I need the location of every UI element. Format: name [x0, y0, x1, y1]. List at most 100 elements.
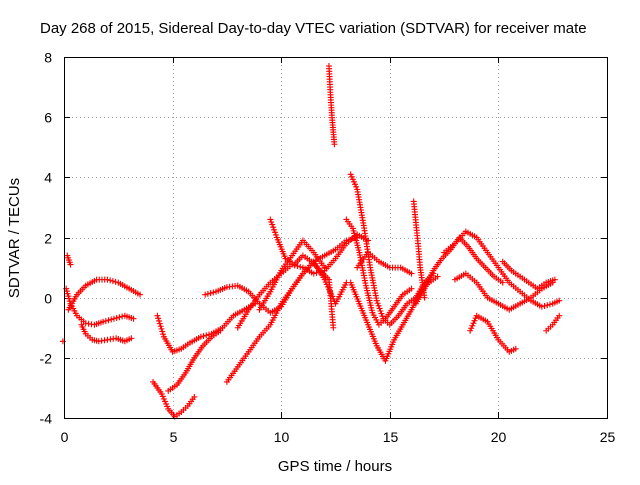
series-f — [154, 300, 259, 355]
data-point — [156, 320, 163, 327]
data-point — [376, 305, 383, 312]
data-point — [271, 226, 278, 233]
data-point — [67, 261, 74, 268]
data-point — [154, 312, 161, 319]
data-point — [512, 345, 519, 352]
data-point — [313, 269, 320, 276]
data-point — [499, 279, 506, 286]
data-point — [271, 229, 278, 236]
series-o — [325, 276, 337, 331]
data-point — [203, 332, 210, 339]
data-point — [321, 264, 328, 271]
data-point — [207, 290, 214, 297]
axis-ticks: 0 5 10 15 20 25 -4 -2 0 2 4 6 8 — [40, 50, 616, 446]
data-point — [210, 289, 217, 296]
series-p — [343, 216, 415, 328]
data-point — [373, 297, 380, 304]
series-m — [256, 237, 328, 313]
y-axis-label: SDTVAR / TECUs — [6, 178, 23, 298]
data-point — [108, 316, 115, 323]
series-d — [78, 321, 135, 345]
x-tick-label: 0 — [61, 429, 69, 445]
series-u — [412, 234, 506, 307]
plot-frame — [64, 57, 608, 419]
data-point — [408, 285, 415, 292]
x-axis-label: GPS time / hours — [278, 458, 392, 475]
data-point — [116, 314, 123, 321]
data-point — [268, 219, 275, 226]
series-s — [354, 249, 415, 277]
data-point — [217, 327, 224, 334]
data-point — [538, 303, 545, 310]
x-tick-label: 20 — [491, 429, 507, 445]
data-point — [377, 307, 384, 314]
data-point — [197, 333, 204, 340]
x-tick-label: 10 — [274, 429, 290, 445]
series-g — [150, 378, 198, 420]
data-point — [128, 335, 135, 342]
data-point — [546, 301, 553, 308]
series-e — [59, 338, 66, 345]
data-point — [156, 317, 163, 324]
data-point — [434, 273, 441, 280]
data-point — [348, 236, 355, 243]
series-q — [347, 171, 437, 328]
data-point — [297, 263, 304, 270]
data-point — [155, 315, 162, 322]
data-point — [104, 276, 111, 283]
data-point — [160, 331, 167, 338]
data-point — [267, 216, 274, 223]
data-point — [107, 277, 114, 284]
data-point — [137, 291, 144, 298]
series-a — [63, 285, 137, 328]
data-point — [59, 338, 66, 345]
series-j — [223, 258, 350, 385]
data-point — [200, 333, 207, 340]
y-tick-label: 0 — [44, 291, 52, 307]
data-point — [100, 318, 107, 325]
data-point — [556, 312, 563, 319]
y-tick-label: 6 — [44, 110, 52, 126]
chart-title: Day 268 of 2015, Sidereal Day-to-day VTE… — [40, 20, 587, 37]
series-r — [347, 273, 441, 364]
data-point — [157, 323, 164, 330]
data-point — [204, 290, 211, 297]
data-point — [378, 310, 385, 317]
series-h — [165, 327, 224, 394]
series-z — [543, 312, 563, 334]
grid-lines — [64, 57, 607, 418]
data-point — [544, 302, 551, 309]
series-b — [65, 276, 144, 313]
data-point — [272, 231, 279, 238]
data-point — [310, 270, 317, 277]
data-point — [109, 278, 116, 285]
data-point — [110, 315, 117, 322]
data-point — [270, 224, 277, 231]
data-point — [105, 317, 112, 324]
data-point — [379, 313, 386, 320]
data-point — [330, 324, 337, 331]
y-tick-label: -4 — [40, 411, 53, 427]
data-point — [202, 291, 209, 298]
data-point — [375, 302, 382, 309]
data-point — [408, 270, 415, 277]
data-point — [556, 297, 563, 304]
data-points — [59, 63, 563, 420]
y-tick-label: -2 — [40, 351, 53, 367]
series-t — [410, 198, 428, 301]
data-point — [113, 314, 120, 321]
x-tick-label: 5 — [170, 429, 178, 445]
x-tick-label: 15 — [383, 429, 399, 445]
data-point — [294, 263, 301, 270]
series-v — [441, 228, 563, 310]
series-n — [325, 63, 338, 148]
data-point — [130, 315, 137, 322]
data-point — [158, 325, 165, 332]
y-tick-label: 4 — [44, 170, 52, 186]
y-tick-label: 8 — [44, 50, 52, 66]
data-point — [331, 141, 338, 148]
data-point — [269, 221, 276, 228]
y-tick-label: 2 — [44, 231, 52, 247]
